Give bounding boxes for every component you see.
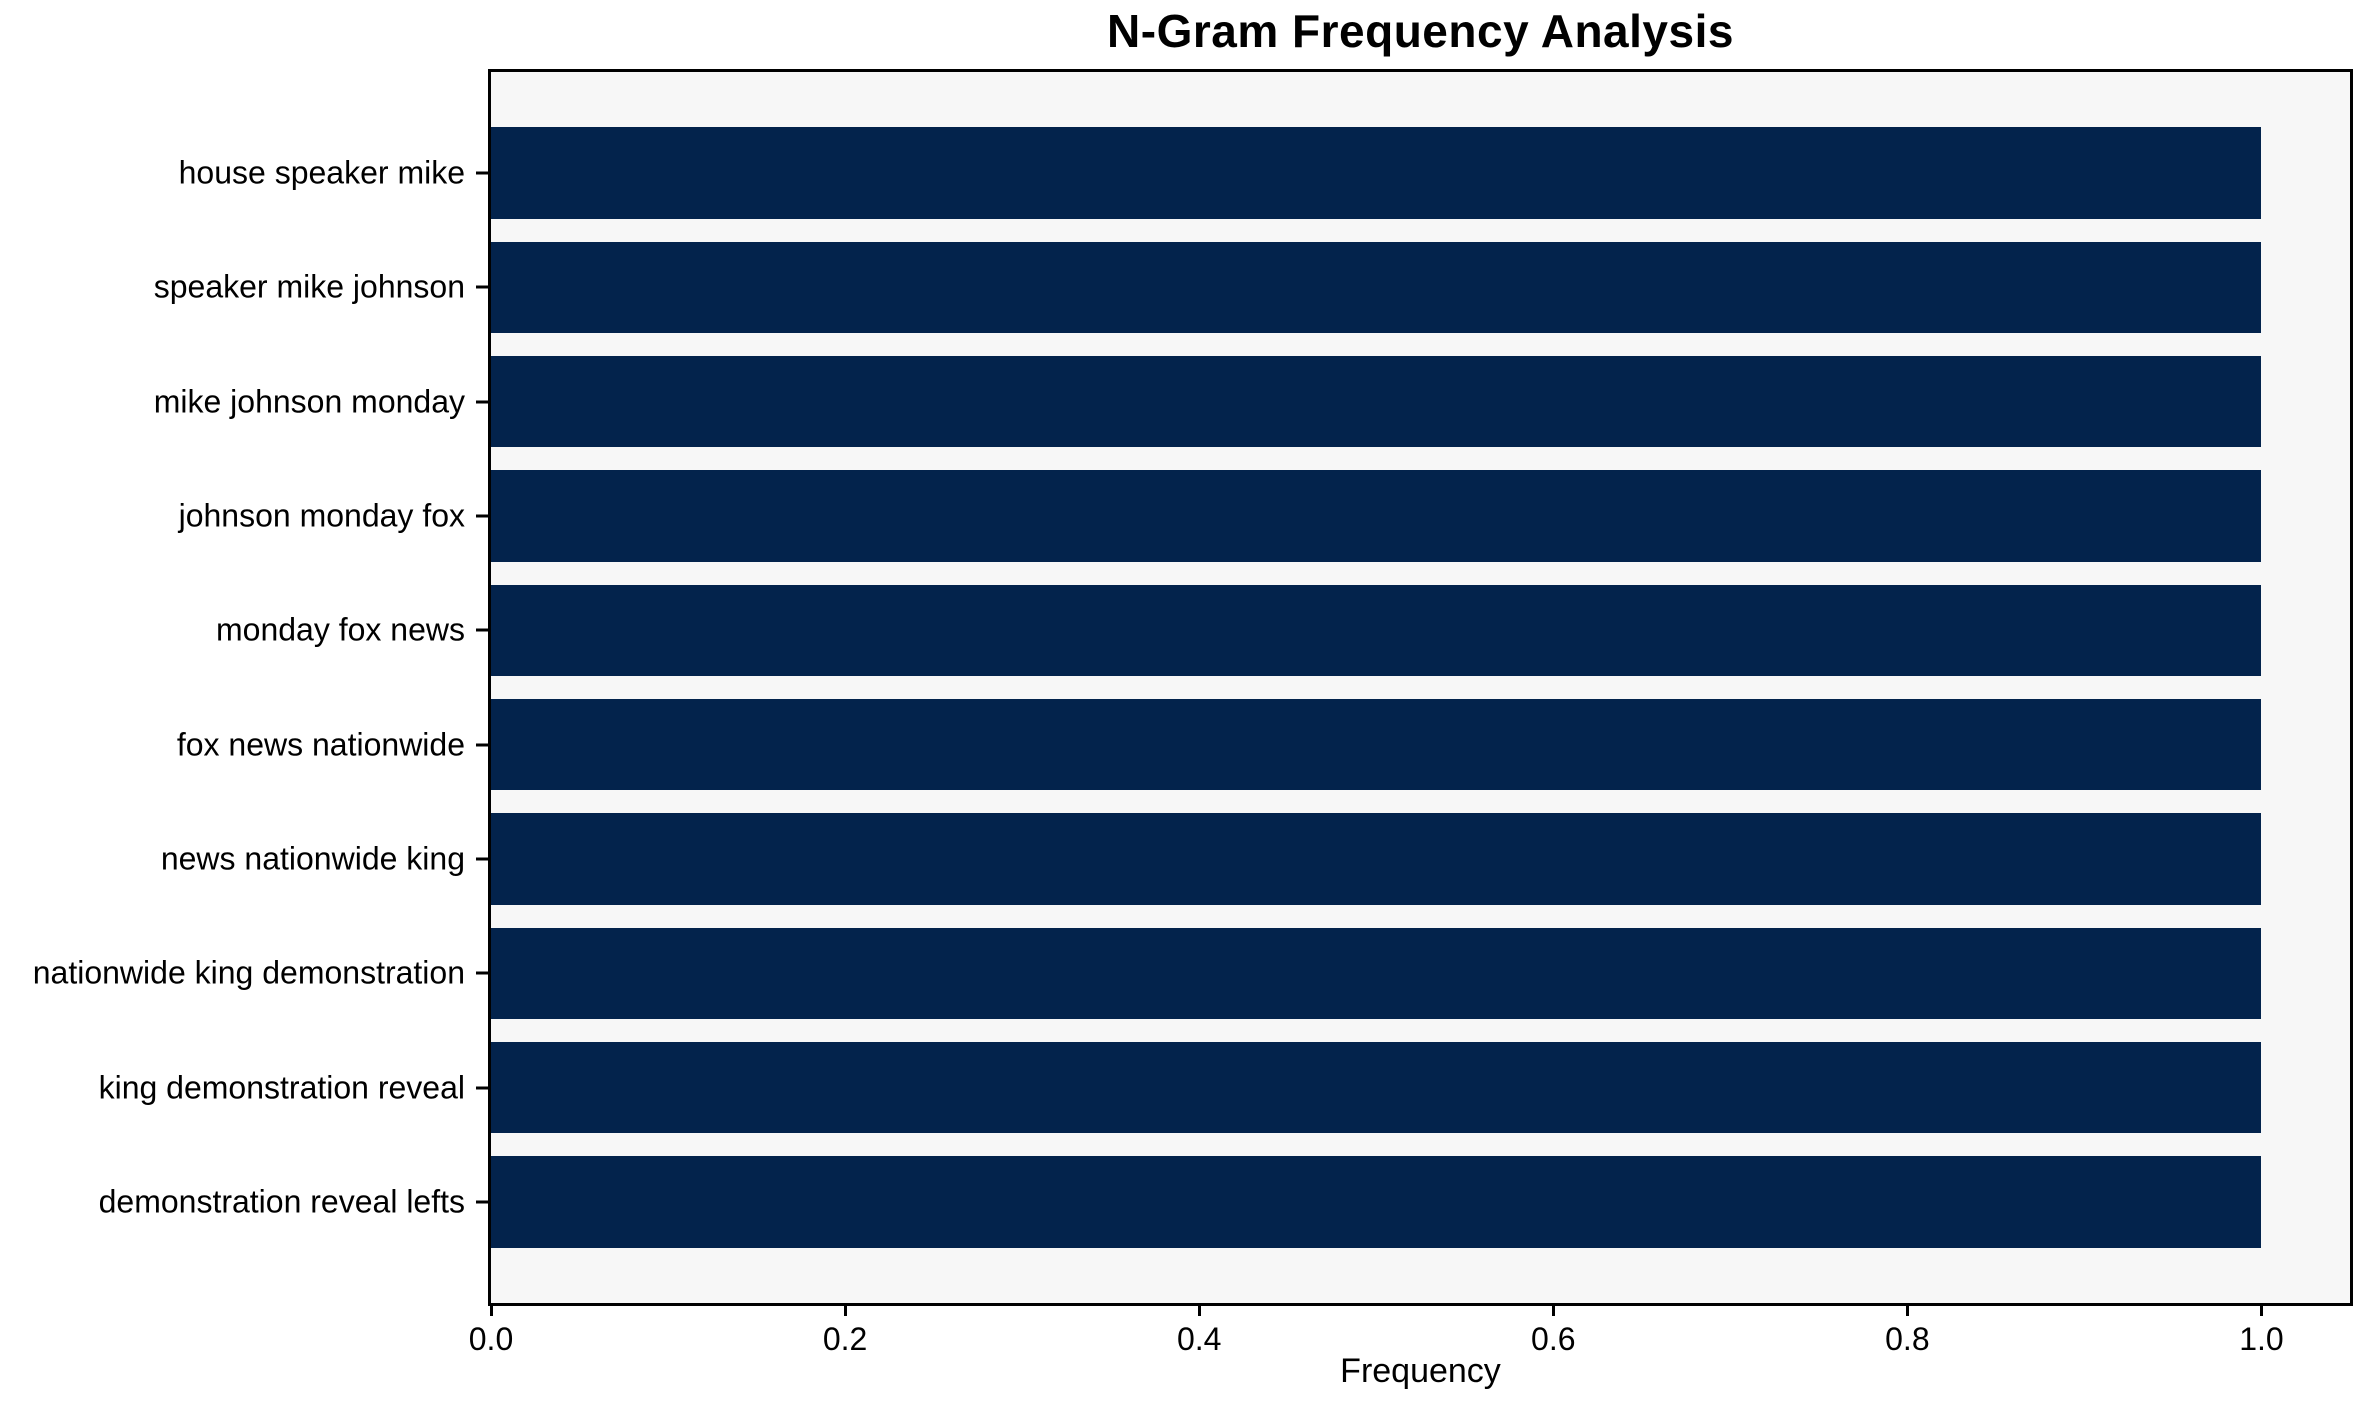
frequency-bar: [491, 127, 2262, 219]
x-tick-mark: [1905, 1303, 1909, 1316]
x-tick-label: 0.2: [822, 1321, 868, 1357]
x-tick-label: 0.0: [468, 1321, 514, 1357]
y-category-label: news nationwide king: [160, 840, 465, 877]
y-tick-mark: [476, 514, 488, 518]
x-tick-mark: [1197, 1303, 1201, 1316]
bar-row: king demonstration reveal: [99, 1030, 2350, 1144]
y-category-label: mike johnson monday: [153, 383, 465, 420]
y-tick-mark: [476, 1086, 488, 1090]
x-tick-label: 0.4: [1176, 1321, 1222, 1357]
bar-row: demonstration reveal lefts: [99, 1145, 2350, 1259]
x-tick-mark: [843, 1303, 847, 1316]
frequency-bar: [491, 470, 2262, 562]
bar-row: fox news nationwide: [177, 687, 2350, 801]
bar-row: monday fox news: [216, 573, 2350, 687]
bars-container: house speaker mike speaker mike johnson mi…: [33, 72, 2350, 1303]
bar-row: nationwide king demonstration: [33, 916, 2350, 1030]
x-axis-label: Frequency: [1340, 1352, 1501, 1390]
y-tick-mark: [476, 857, 488, 861]
y-tick-mark: [476, 400, 488, 404]
frequency-bar: [491, 241, 2262, 334]
y-category-label: demonstration reveal lefts: [98, 1183, 465, 1220]
frequency-bar: [491, 1041, 2262, 1134]
y-category-label: johnson monday fox: [178, 497, 465, 534]
y-category-label: house speaker mike: [178, 154, 465, 191]
y-category-label: speaker mike johnson: [153, 268, 465, 305]
bar-row: johnson monday fox: [179, 459, 2350, 573]
y-tick-mark: [476, 971, 488, 975]
x-tick-mark: [489, 1303, 493, 1316]
y-category-label: nationwide king demonstration: [32, 954, 465, 991]
x-tick-label: 1.0: [2239, 1321, 2284, 1357]
bar-row: news nationwide king: [161, 802, 2350, 916]
x-tick-mark: [1551, 1303, 1555, 1316]
y-category-label: king demonstration reveal: [98, 1069, 465, 1106]
frequency-bar: [491, 927, 2262, 1019]
y-tick-mark: [476, 285, 488, 289]
y-tick-mark: [476, 171, 488, 175]
x-tick-mark: [2259, 1303, 2263, 1316]
bar-row: speaker mike johnson: [154, 230, 2350, 344]
frequency-bar: [491, 813, 2262, 905]
frequency-bar: [491, 584, 2262, 677]
y-tick-mark: [476, 628, 488, 632]
y-tick-mark: [476, 743, 488, 747]
plot-area: house speaker mike speaker mike johnson mi…: [33, 69, 2353, 1357]
y-category-label: fox news nationwide: [176, 726, 465, 763]
bar-row: house speaker mike: [179, 116, 2350, 230]
y-category-label: monday fox news: [215, 611, 465, 648]
y-tick-mark: [476, 1200, 488, 1204]
frequency-bar: [491, 1156, 2262, 1248]
bar-row: mike johnson monday: [154, 345, 2350, 459]
x-tick-label: 0.8: [1885, 1321, 1930, 1357]
frequency-bar: [491, 356, 2262, 448]
chart-title: N-Gram Frequency Analysis: [1107, 5, 1734, 57]
x-tick-label: 0.6: [1531, 1321, 1576, 1357]
frequency-bar: [491, 698, 2262, 791]
